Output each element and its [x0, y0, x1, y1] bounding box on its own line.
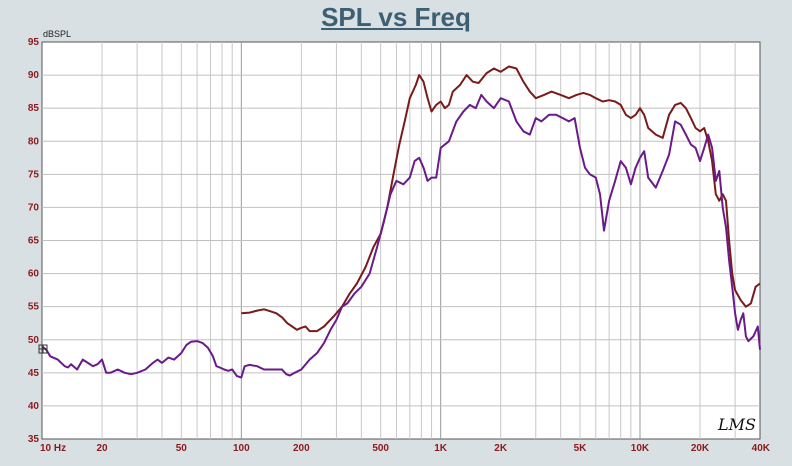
chart-title: SPL vs Freq — [321, 2, 471, 32]
y-tick-label: 45 — [28, 368, 40, 379]
series-line-1 — [241, 65, 761, 333]
y-tick-label: 95 — [28, 37, 40, 48]
y-tick-label: 90 — [28, 70, 40, 81]
x-tick-label: 5K — [574, 443, 588, 454]
x-tick-label: 200 — [293, 443, 310, 454]
series-layer — [41, 65, 761, 379]
y-tick-label: 85 — [28, 103, 40, 114]
y-tick-label: 65 — [28, 236, 40, 247]
y-tick-label: 40 — [28, 401, 40, 412]
y-tick-label: 60 — [28, 269, 40, 280]
y-tick-label: 80 — [28, 136, 40, 147]
x-tick-label: 500 — [372, 443, 389, 454]
y-axis-label: dBSPL — [43, 29, 71, 39]
y-tick-label: 55 — [28, 302, 40, 313]
x-tick-label: 10 Hz — [40, 443, 66, 454]
y-tick-label: 50 — [28, 335, 40, 346]
x-tick-label: 40K — [752, 443, 771, 454]
y-tick-label: 70 — [28, 202, 40, 213]
lms-logo: LMS — [717, 415, 756, 434]
x-tick-label: 50 — [176, 443, 188, 454]
x-tick-label: 10K — [631, 443, 650, 454]
series-line-2 — [41, 93, 761, 379]
x-tick-label: 20 — [96, 443, 108, 454]
y-tick-label: 75 — [28, 169, 40, 180]
x-tick-label: 1K — [434, 443, 448, 454]
x-tick-label: 100 — [233, 443, 250, 454]
y-tick-label: 35 — [28, 434, 40, 445]
cursor-marker[interactable] — [38, 344, 48, 354]
x-tick-label: 2K — [494, 443, 508, 454]
x-tick-label: 20K — [691, 443, 710, 454]
